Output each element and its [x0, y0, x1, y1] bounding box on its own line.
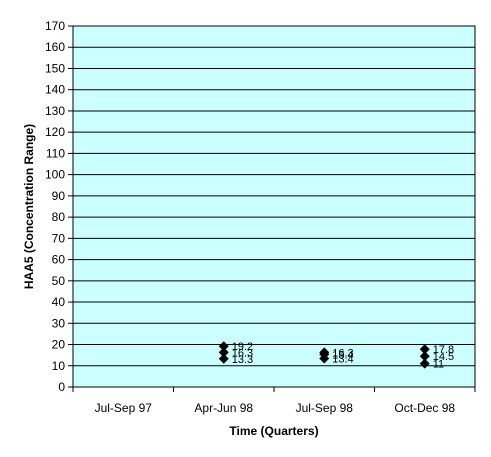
x-tick-label: Jul-Sep 98	[296, 401, 354, 415]
data-points	[218, 341, 430, 369]
y-tick-label: 80	[52, 210, 66, 224]
y-tick-label: 20	[52, 338, 66, 352]
plot-area	[72, 25, 476, 388]
y-tick-label: 60	[52, 253, 66, 267]
y-tick-label: 130	[45, 104, 65, 118]
data-label: 13.3	[232, 354, 253, 366]
y-tick-label: 120	[45, 125, 65, 139]
y-tick-label: 170	[45, 19, 65, 33]
y-tick-label: 40	[52, 295, 66, 309]
y-tick-label: 160	[45, 40, 65, 54]
data-label: 16.3	[232, 347, 253, 359]
y-axis-title: HAA5 (Concentration Range)	[22, 124, 36, 289]
y-tick-label: 70	[52, 231, 66, 245]
x-axis-title: Time (Quarters)	[229, 424, 318, 438]
y-tick-label: 0	[58, 380, 65, 394]
y-tick-label: 90	[52, 189, 66, 203]
x-tick-label: Jul-Sep 97	[95, 401, 153, 415]
data-point	[319, 353, 330, 364]
data-point	[419, 344, 430, 355]
data-point	[218, 347, 229, 358]
data-label: 14.5	[433, 351, 454, 363]
data-point	[218, 353, 229, 364]
x-tick-label: Oct-Dec 98	[394, 401, 455, 415]
data-label: 15.4	[332, 349, 353, 361]
y-tick-label: 140	[45, 83, 65, 97]
y-tick-label: 110	[46, 146, 65, 160]
y-tick-label: 30	[52, 316, 66, 330]
data-point	[419, 358, 430, 369]
y-tick-label: 50	[52, 274, 66, 288]
y-axis-ticks: 0 10 20 30 40 50 60 70 80 90 100 110 120 130 140 150 160…	[45, 19, 73, 394]
y-tick-label: 100	[45, 168, 65, 182]
x-axis-ticks: Jul-Sep 97 Apr-Jun 98 Jul-Sep 98 Oct-Dec 98	[72, 387, 476, 415]
data-label: 11	[433, 359, 444, 371]
data-label: 19.2	[232, 341, 253, 353]
y-tick-label: 150	[45, 61, 65, 75]
data-label: 13.4	[332, 354, 353, 366]
data-point	[218, 341, 229, 352]
x-tick-label: Apr-Jun 98	[194, 401, 253, 415]
data-point	[419, 351, 430, 362]
data-label: 16.3	[332, 347, 353, 359]
data-labels: 19.216.313.316.315.413.417.814.511	[232, 341, 454, 370]
data-label: 17.8	[433, 344, 454, 356]
y-tick-label: 10	[52, 359, 66, 373]
gridlines	[72, 25, 475, 388]
